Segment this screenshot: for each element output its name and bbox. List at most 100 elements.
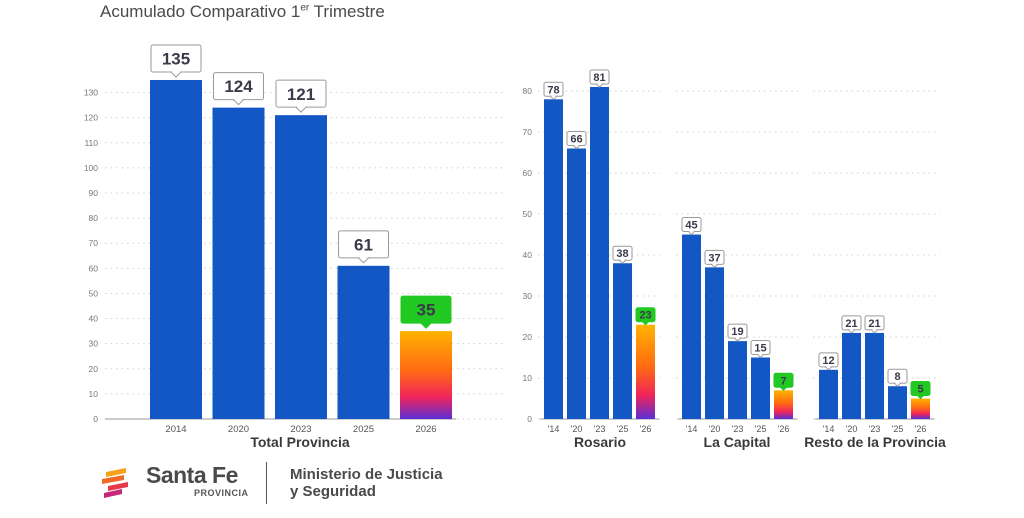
y-tick-label: 50 bbox=[89, 288, 99, 298]
y-tick-label: 90 bbox=[89, 188, 99, 198]
y-tick-label: 100 bbox=[84, 163, 98, 173]
y-tick-label: 60 bbox=[523, 168, 533, 178]
bar bbox=[275, 115, 327, 420]
y-tick-label: 110 bbox=[84, 138, 98, 148]
bar bbox=[751, 357, 770, 419]
x-tick-label: '14 bbox=[548, 424, 560, 434]
y-tick-label: 50 bbox=[523, 209, 533, 219]
panel-title: La Capital bbox=[704, 434, 771, 450]
x-tick-label: '25 bbox=[755, 424, 767, 434]
data-label: 66 bbox=[570, 133, 582, 145]
brand-name: Santa Fe bbox=[146, 462, 238, 488]
ministry-line-1: Ministerio de Justicia bbox=[290, 466, 443, 483]
y-tick-label: 70 bbox=[89, 238, 99, 248]
footer: Santa Fe PROVINCIA Ministerio de Justici… bbox=[100, 458, 520, 508]
bar bbox=[728, 341, 747, 419]
ministry-name: Ministerio de Justicia y Seguridad bbox=[290, 466, 443, 500]
chart-title: Acumulado Comparativo 1er Trimestre bbox=[100, 2, 385, 22]
x-tick-label: '26 bbox=[915, 424, 927, 434]
data-label: 124 bbox=[224, 77, 253, 96]
x-tick-label: '23 bbox=[594, 424, 606, 434]
bar bbox=[705, 267, 724, 419]
y-tick-label: 20 bbox=[89, 364, 99, 374]
y-tick-label: 10 bbox=[89, 389, 99, 399]
data-label: 12 bbox=[822, 355, 834, 367]
bar bbox=[567, 148, 586, 419]
title-superscript: er bbox=[300, 2, 310, 14]
x-tick-label: '20 bbox=[709, 424, 721, 434]
x-tick-label: '23 bbox=[732, 424, 744, 434]
x-tick-label: 2020 bbox=[228, 424, 249, 435]
y-tick-label: 30 bbox=[523, 291, 533, 301]
bar bbox=[613, 263, 632, 419]
y-tick-label: 40 bbox=[523, 250, 533, 260]
data-label: 7 bbox=[780, 375, 786, 387]
bar bbox=[590, 87, 609, 419]
bar bbox=[911, 398, 930, 419]
bar bbox=[682, 234, 701, 419]
data-label: 35 bbox=[417, 301, 436, 320]
panel-title: Resto de la Provincia bbox=[804, 434, 946, 450]
y-tick-label: 80 bbox=[89, 213, 99, 223]
y-tick-label: 60 bbox=[89, 263, 99, 273]
data-label: 61 bbox=[354, 235, 373, 254]
data-label: 5 bbox=[917, 383, 923, 395]
x-tick-label: 2026 bbox=[415, 424, 436, 435]
bar bbox=[819, 369, 838, 419]
y-tick-label: 20 bbox=[523, 332, 533, 342]
bar-charts: 0102030405060708090100110120130135201412… bbox=[84, 44, 946, 450]
data-label: 15 bbox=[754, 342, 766, 354]
x-tick-label: '25 bbox=[617, 424, 629, 434]
data-label: 23 bbox=[639, 310, 651, 322]
title-tail: Trimestre bbox=[309, 2, 385, 21]
panel-title: Rosario bbox=[574, 434, 626, 450]
x-tick-label: '23 bbox=[869, 424, 881, 434]
y-tick-label: 0 bbox=[93, 414, 98, 424]
santa-fe-logo-icon bbox=[102, 468, 128, 498]
data-label: 81 bbox=[593, 72, 605, 84]
x-tick-label: 2023 bbox=[290, 424, 311, 435]
x-tick-label: '20 bbox=[846, 424, 858, 434]
x-tick-label: '14 bbox=[686, 424, 698, 434]
data-label: 21 bbox=[868, 318, 880, 330]
bar bbox=[774, 390, 793, 419]
y-tick-label: 30 bbox=[89, 339, 99, 349]
x-tick-label: '14 bbox=[823, 424, 835, 434]
bar bbox=[150, 80, 202, 419]
chart-panel-2: 45 '14 37 '20 19 '23 15 '25 7 '26 La Capital bbox=[676, 90, 798, 450]
title-main: Acumulado Comparativo 1 bbox=[100, 2, 301, 21]
bar bbox=[865, 332, 884, 419]
brand-subtitle: PROVINCIA bbox=[194, 488, 249, 498]
chart-panel-1: 0 10 20 30 40 50 60 70 80 78 '14 66 '20 81 '23 38 '25 23 '… bbox=[523, 69, 660, 450]
data-label: 78 bbox=[547, 84, 559, 96]
x-tick-label: 2025 bbox=[353, 424, 374, 435]
y-tick-label: 130 bbox=[84, 88, 98, 98]
bar bbox=[842, 332, 861, 419]
data-label: 38 bbox=[616, 248, 628, 260]
y-tick-label: 40 bbox=[89, 314, 99, 324]
data-label: 121 bbox=[287, 85, 315, 104]
data-label: 8 bbox=[894, 371, 900, 383]
ministry-line-2: y Seguridad bbox=[290, 483, 376, 500]
x-tick-label: '20 bbox=[571, 424, 583, 434]
panel-title: Total Provincia bbox=[250, 434, 350, 450]
data-label: 21 bbox=[845, 318, 857, 330]
data-label: 45 bbox=[685, 220, 697, 232]
bar bbox=[636, 324, 655, 419]
data-label: 19 bbox=[731, 326, 743, 338]
y-tick-label: 120 bbox=[84, 113, 98, 123]
chart-panel-0: 0 10 20 30 40 50 60 70 80 90 100 110 120 130 135 2014 12… bbox=[84, 44, 505, 450]
y-tick-label: 70 bbox=[523, 127, 533, 137]
data-label: 135 bbox=[162, 50, 190, 69]
x-tick-label: '25 bbox=[892, 424, 904, 434]
y-tick-label: 0 bbox=[527, 414, 532, 424]
data-label: 37 bbox=[708, 252, 720, 264]
bar bbox=[400, 331, 452, 419]
bar bbox=[888, 386, 907, 419]
footer-divider bbox=[266, 462, 267, 504]
y-tick-label: 10 bbox=[523, 373, 533, 383]
x-tick-label: 2014 bbox=[165, 424, 186, 435]
y-tick-label: 80 bbox=[523, 86, 533, 96]
x-tick-label: '26 bbox=[778, 424, 790, 434]
